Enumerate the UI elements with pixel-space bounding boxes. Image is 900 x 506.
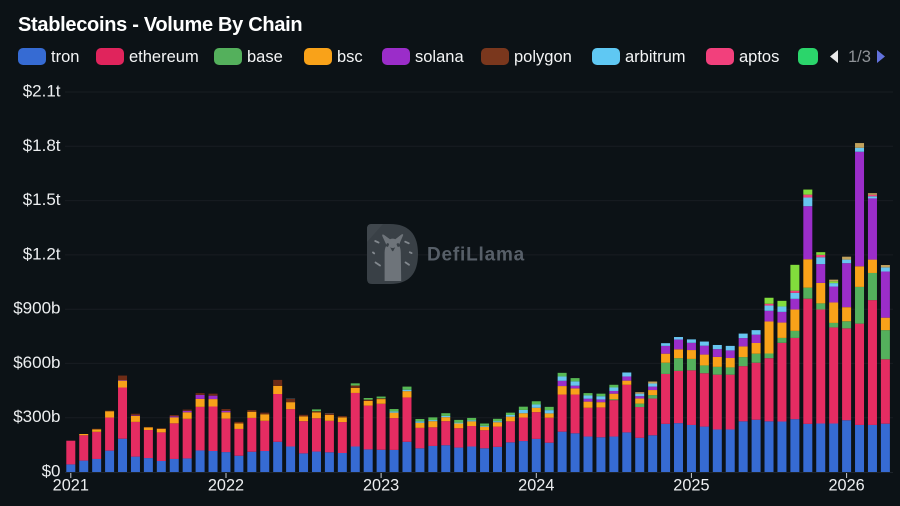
svg-text:DefiLlama: DefiLlama bbox=[427, 245, 525, 266]
svg-text:1/3: 1/3 bbox=[848, 48, 871, 66]
svg-text:polygon: polygon bbox=[514, 48, 572, 66]
svg-text:$2.1t: $2.1t bbox=[23, 82, 61, 101]
svg-text:$0: $0 bbox=[42, 462, 61, 481]
svg-text:base: base bbox=[247, 48, 283, 66]
svg-text:Stablecoins - Volume By Chain: Stablecoins - Volume By Chain bbox=[18, 14, 302, 36]
svg-text:2023: 2023 bbox=[363, 477, 399, 495]
svg-text:ethereum: ethereum bbox=[129, 48, 199, 66]
svg-text:$300b: $300b bbox=[13, 407, 60, 426]
svg-text:$1.2t: $1.2t bbox=[23, 244, 61, 263]
svg-text:$1.8t: $1.8t bbox=[23, 136, 61, 155]
svg-text:solana: solana bbox=[415, 48, 464, 66]
svg-text:$600b: $600b bbox=[13, 353, 60, 372]
svg-text:$1.5t: $1.5t bbox=[23, 190, 61, 209]
svg-text:2022: 2022 bbox=[208, 477, 244, 495]
svg-text:bsc: bsc bbox=[337, 48, 363, 66]
svg-text:2025: 2025 bbox=[673, 477, 709, 495]
svg-text:2024: 2024 bbox=[518, 477, 554, 495]
svg-text:2021: 2021 bbox=[53, 477, 89, 495]
svg-text:arbitrum: arbitrum bbox=[625, 48, 686, 66]
svg-text:tron: tron bbox=[51, 48, 79, 66]
svg-text:aptos: aptos bbox=[739, 48, 779, 66]
svg-text:2026: 2026 bbox=[828, 477, 864, 495]
svg-text:$900b: $900b bbox=[13, 299, 60, 318]
